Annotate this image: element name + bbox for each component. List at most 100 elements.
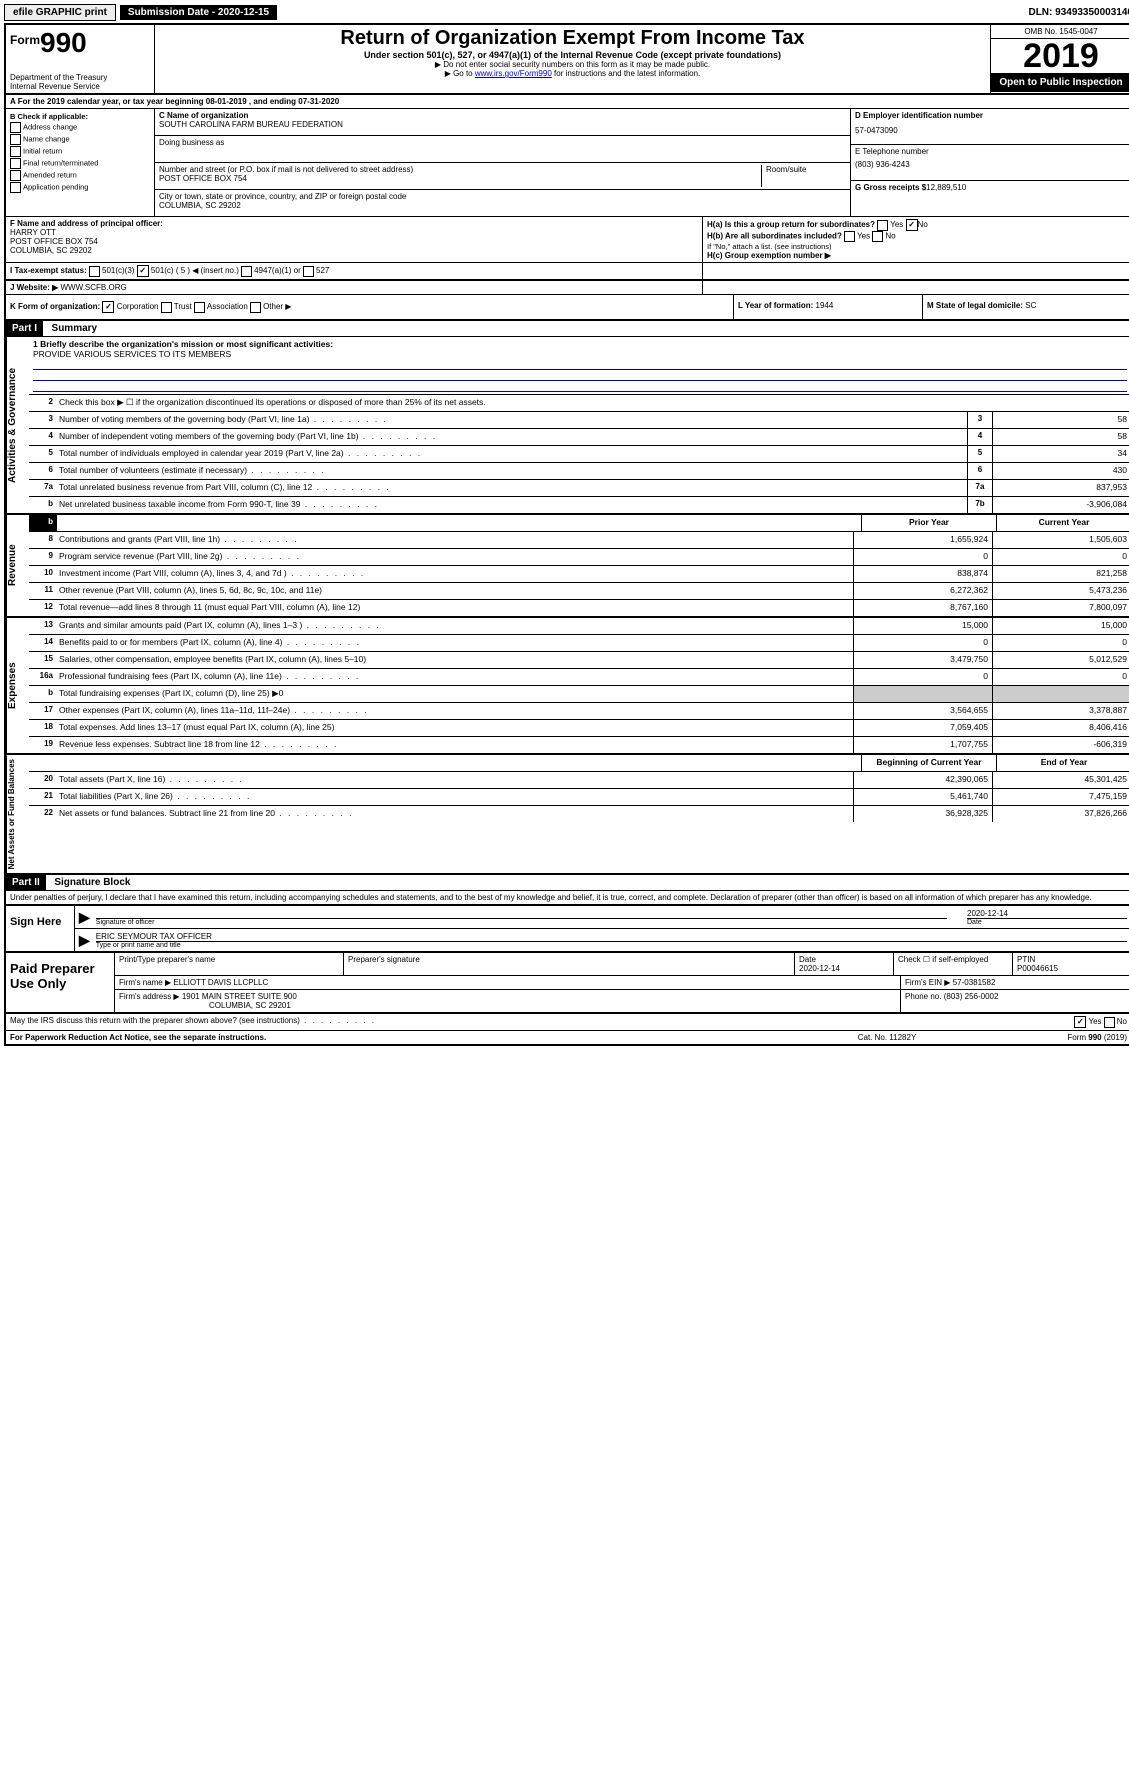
- k-corp: Corporation: [117, 302, 159, 311]
- chk-501c[interactable]: ✓: [137, 265, 149, 277]
- p9: 0: [853, 549, 992, 565]
- ha-no-chk[interactable]: ✓: [906, 219, 918, 231]
- ha-label: H(a) Is this a group return for subordin…: [707, 220, 875, 229]
- prep-name-hdr: Print/Type preparer's name: [115, 953, 344, 975]
- hb-yes-chk[interactable]: [844, 231, 855, 242]
- p16b-grey: [853, 686, 992, 702]
- submission-btn[interactable]: Submission Date - 2020-12-15: [120, 5, 277, 20]
- row-k: K Form of organization: ✓ Corporation Tr…: [6, 295, 1129, 321]
- p15: 3,479,750: [853, 652, 992, 668]
- chk-final[interactable]: [10, 158, 21, 169]
- firm-addr1: 1901 MAIN STREET SUITE 900: [182, 992, 297, 1001]
- chk-trust[interactable]: [161, 302, 172, 313]
- gross-value: 12,889,510: [926, 183, 966, 192]
- chk-other[interactable]: [250, 302, 261, 313]
- c14: 0: [992, 635, 1129, 651]
- officer-name-label: Type or print name and title: [96, 941, 1127, 949]
- org-city: COLUMBIA, SC 29202: [159, 201, 846, 210]
- chk-4947[interactable]: [241, 266, 252, 277]
- section-governance: Activities & Governance 1 Briefly descri…: [6, 337, 1129, 515]
- line-17: Other expenses (Part IX, column (A), lin…: [57, 703, 853, 719]
- net-side-label: Net Assets or Fund Balances: [6, 755, 29, 873]
- officer-addr2: COLUMBIA, SC 29202: [10, 246, 92, 255]
- chk-527[interactable]: [303, 266, 314, 277]
- rule-line: [33, 381, 1127, 392]
- line-8: Contributions and grants (Part VIII, lin…: [57, 532, 853, 548]
- mission-block: 1 Briefly describe the organization's mi…: [29, 337, 1129, 394]
- chk-name[interactable]: [10, 134, 21, 145]
- line-19: Revenue less expenses. Subtract line 18 …: [57, 737, 853, 753]
- line-13: Grants and similar amounts paid (Part IX…: [57, 618, 853, 634]
- opt-final: Final return/terminated: [23, 158, 98, 167]
- note-goto-post: for instructions and the latest informat…: [552, 69, 701, 78]
- part2-tag: Part II: [6, 875, 46, 890]
- section-expenses: Expenses 13Grants and similar amounts pa…: [6, 618, 1129, 755]
- chk-initial[interactable]: [10, 146, 21, 157]
- p16a: 0: [853, 669, 992, 685]
- sign-here-label: Sign Here: [6, 906, 75, 951]
- line-7a: Total unrelated business revenue from Pa…: [57, 480, 967, 496]
- line-16b: Total fundraising expenses (Part IX, col…: [57, 686, 853, 702]
- prep-self-emp: Check ☐ if self-employed: [894, 953, 1013, 975]
- irs-link[interactable]: www.irs.gov/Form990: [475, 69, 552, 78]
- room-label: Room/suite: [761, 165, 846, 187]
- prep-sig-hdr: Preparer's signature: [344, 953, 795, 975]
- ha-yes-chk[interactable]: [877, 220, 888, 231]
- row-j: J Website: ▶ WWW.SCFB.ORG: [6, 281, 1129, 295]
- val-4: 58: [992, 429, 1129, 445]
- chk-address[interactable]: [10, 122, 21, 133]
- row-a: A For the 2019 calendar year, or tax yea…: [6, 95, 1129, 109]
- discuss-yes-chk[interactable]: ✓: [1074, 1016, 1086, 1028]
- line-9: Program service revenue (Part VIII, line…: [57, 549, 853, 565]
- f-label: F Name and address of principal officer:: [10, 219, 163, 228]
- hdr-prior: Prior Year: [861, 515, 996, 531]
- discuss-row: May the IRS discuss this return with the…: [6, 1014, 1129, 1031]
- p19: 1,707,755: [853, 737, 992, 753]
- val-3: 58: [992, 412, 1129, 428]
- part2-header: Part II Signature Block: [6, 875, 1129, 891]
- line-20: Total assets (Part X, line 16): [57, 772, 853, 788]
- chk-assoc[interactable]: [194, 302, 205, 313]
- firm-phone: (803) 256-0002: [944, 992, 999, 1001]
- discuss-no-chk[interactable]: [1104, 1017, 1115, 1028]
- firm-name: ELLIOTT DAVIS LLCPLLC: [173, 978, 268, 987]
- form-subtitle: Under section 501(c), 527, or 4947(a)(1)…: [161, 50, 984, 60]
- period-text: A For the 2019 calendar year, or tax yea…: [10, 97, 339, 106]
- opt-address: Address change: [23, 122, 77, 131]
- chk-amended[interactable]: [10, 170, 21, 181]
- year-cell: OMB No. 1545-0047 2019 Open to Public In…: [990, 25, 1129, 93]
- perjury-text: Under penalties of perjury, I declare th…: [6, 891, 1129, 904]
- exp-side-label: Expenses: [6, 618, 29, 753]
- year-formation: 1944: [816, 301, 834, 310]
- line-18: Total expenses. Add lines 13–17 (must eq…: [57, 720, 853, 736]
- line-5: Total number of individuals employed in …: [57, 446, 967, 462]
- c15: 5,012,529: [992, 652, 1129, 668]
- p13: 15,000: [853, 618, 992, 634]
- p22: 36,928,325: [853, 806, 992, 822]
- p11: 6,272,362: [853, 583, 992, 599]
- chk-pending[interactable]: [10, 182, 21, 193]
- chk-corp[interactable]: ✓: [102, 301, 114, 313]
- discuss-q: May the IRS discuss this return with the…: [10, 1016, 1074, 1028]
- c21: 7,475,159: [992, 789, 1129, 805]
- k-assoc: Association: [207, 302, 248, 311]
- c13: 15,000: [992, 618, 1129, 634]
- prep-date: 2020-12-14: [799, 964, 840, 973]
- ptin-label: PTIN: [1017, 955, 1035, 964]
- ha-no: No: [918, 220, 928, 229]
- ein-label: D Employer identification number: [855, 111, 983, 120]
- j-label: J Website: ▶: [10, 283, 58, 292]
- line-3: Number of voting members of the governin…: [57, 412, 967, 428]
- val-7b: -3,906,084: [992, 497, 1129, 513]
- part1-title: Summary: [46, 321, 104, 336]
- firm-addr-label: Firm's address ▶: [119, 992, 180, 1001]
- box-deg: D Employer identification number 57-0473…: [850, 109, 1129, 216]
- box-b-label: B Check if applicable:: [10, 112, 88, 121]
- p14: 0: [853, 635, 992, 651]
- c18: 8,406,416: [992, 720, 1129, 736]
- efile-btn[interactable]: efile GRAPHIC print: [4, 4, 116, 21]
- chk-501c3[interactable]: [89, 266, 100, 277]
- i-501c3: 501(c)(3): [102, 266, 134, 275]
- hb-no-chk[interactable]: [872, 231, 883, 242]
- firm-ein: 57-0381582: [953, 978, 996, 987]
